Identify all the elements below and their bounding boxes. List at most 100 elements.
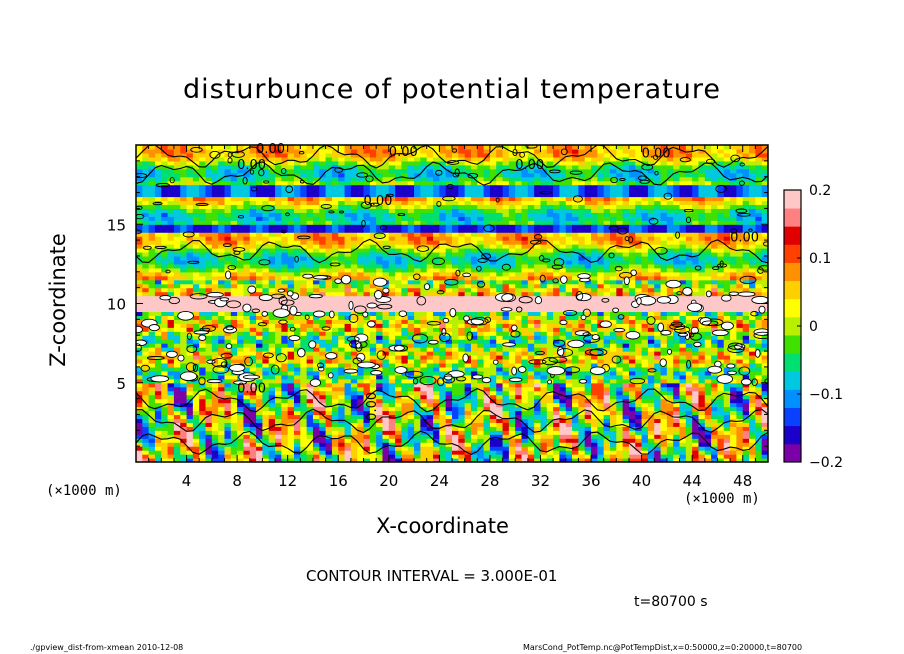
heatmap-cell xyxy=(230,164,238,170)
heatmap-cell xyxy=(414,228,421,233)
heatmap-cell xyxy=(161,255,169,261)
heatmap-cell xyxy=(218,220,226,225)
heatmap-cell xyxy=(180,145,188,150)
heatmap-cell xyxy=(502,152,510,158)
heatmap-cell xyxy=(199,148,207,154)
heatmap-cell xyxy=(281,240,289,245)
heatmap-cell xyxy=(325,446,333,451)
heatmap-cell xyxy=(148,299,156,305)
heatmap-cell xyxy=(142,279,150,285)
heatmap-cell xyxy=(180,339,188,344)
heatmap-cell xyxy=(344,446,352,451)
heatmap-cell xyxy=(458,454,466,459)
heatmap-cell xyxy=(401,160,409,166)
heatmap-cell xyxy=(230,184,238,190)
heatmap-cell xyxy=(445,438,453,443)
heatmap-cell xyxy=(445,232,453,237)
heatmap-cell xyxy=(287,458,295,462)
heatmap-cell xyxy=(420,315,428,320)
heatmap-cell xyxy=(508,287,516,293)
heatmap-cell xyxy=(458,382,466,388)
heatmap-cell xyxy=(470,323,478,328)
heatmap-cell xyxy=(199,216,207,221)
heatmap-cell xyxy=(388,323,396,328)
heatmap-cell xyxy=(496,283,504,289)
heatmap-cell xyxy=(363,339,371,344)
heatmap-cell xyxy=(496,446,504,451)
heatmap-cell xyxy=(243,458,251,462)
heatmap-cell xyxy=(205,188,213,194)
heatmap-cell xyxy=(338,287,346,293)
heatmap-cell xyxy=(312,145,320,150)
heatmap-cell xyxy=(388,446,396,451)
heatmap-cell xyxy=(388,228,396,233)
heatmap-cell xyxy=(186,176,194,182)
heatmap-cell xyxy=(388,378,396,384)
heatmap-cell xyxy=(515,180,523,186)
heatmap-cell xyxy=(470,394,478,400)
heatmap-cell xyxy=(363,414,371,420)
heatmap-cell xyxy=(477,390,485,396)
heatmap-cell xyxy=(477,184,485,190)
heatmap-cell xyxy=(426,164,434,170)
heatmap-cell xyxy=(401,145,409,150)
heatmap-cell xyxy=(382,450,390,455)
heatmap-cell xyxy=(287,216,295,221)
heatmap-cell xyxy=(331,283,339,289)
heatmap-cell xyxy=(186,299,194,305)
heatmap-cell xyxy=(237,184,245,190)
heatmap-cell xyxy=(363,323,371,328)
heatmap-cell xyxy=(249,236,257,241)
heatmap-cell xyxy=(363,228,371,233)
heatmap-cell xyxy=(167,394,175,400)
heatmap-cell xyxy=(407,172,415,178)
heatmap-cell xyxy=(350,382,358,388)
heatmap-cell xyxy=(414,438,421,443)
heatmap-cell xyxy=(281,442,289,447)
heatmap-cell xyxy=(142,240,150,245)
heatmap-cell xyxy=(452,152,459,158)
heatmap-cell xyxy=(502,271,510,277)
heatmap-cell xyxy=(199,311,207,316)
heatmap-cell xyxy=(489,299,497,305)
heatmap-cell xyxy=(420,200,428,206)
heatmap-cell xyxy=(357,347,365,352)
heatmap-cell xyxy=(199,160,207,166)
heatmap-cell xyxy=(426,398,434,404)
heatmap-cell xyxy=(527,382,535,388)
heatmap-cell xyxy=(470,343,478,348)
heatmap-cell xyxy=(445,172,453,178)
heatmap-cell xyxy=(439,287,447,293)
heatmap-cell xyxy=(357,406,365,412)
heatmap-cell xyxy=(275,370,282,376)
heatmap-cell xyxy=(433,406,440,412)
heatmap-cell xyxy=(256,145,263,150)
heatmap-cell xyxy=(420,319,428,324)
heatmap-cell xyxy=(350,228,358,233)
heatmap-cell xyxy=(300,251,308,257)
heatmap-cell xyxy=(470,283,478,289)
heatmap-cell xyxy=(401,307,409,313)
heatmap-cell xyxy=(426,248,434,253)
heatmap-cell xyxy=(477,263,485,269)
heatmap-cell xyxy=(407,394,415,400)
heatmap-cell xyxy=(142,287,150,293)
heatmap-cell xyxy=(192,232,200,237)
heatmap-cell xyxy=(458,458,466,462)
heatmap-cell xyxy=(230,454,238,459)
heatmap-cell xyxy=(496,382,504,388)
heatmap-cell xyxy=(199,390,207,396)
heatmap-cell xyxy=(363,355,371,360)
heatmap-cell xyxy=(180,366,188,372)
heatmap-cell xyxy=(306,335,314,340)
heatmap-cell xyxy=(281,319,289,324)
heatmap-cell xyxy=(294,319,301,324)
heatmap-cell xyxy=(142,255,150,261)
heatmap-cell xyxy=(350,442,358,447)
heatmap-cell xyxy=(199,263,207,269)
heatmap-cell xyxy=(433,398,440,404)
heatmap-cell xyxy=(211,343,219,348)
heatmap-cell xyxy=(205,259,213,265)
heatmap-cell xyxy=(445,267,453,273)
heatmap-cell xyxy=(363,406,371,412)
